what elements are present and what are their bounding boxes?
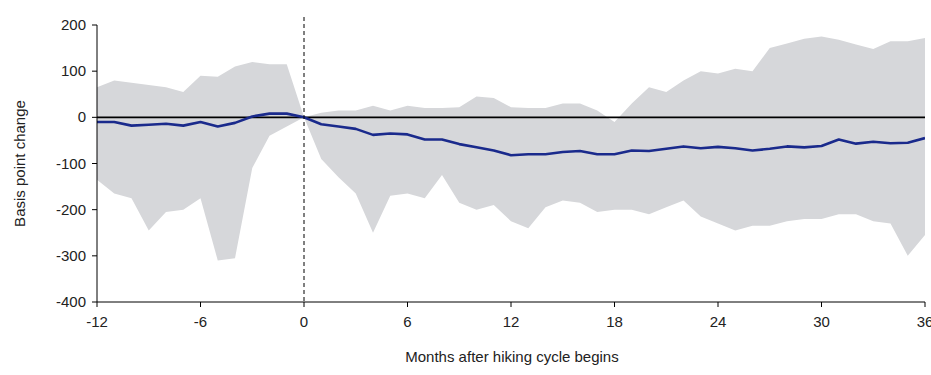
x-tick <box>200 302 201 307</box>
x-tick-label: 24 <box>710 313 727 330</box>
y-tick-label: -400 <box>56 293 86 310</box>
zero-line <box>97 117 925 119</box>
x-tick-label: 0 <box>300 313 308 330</box>
x-tick-label: 36 <box>917 313 931 330</box>
x-tick <box>925 302 926 307</box>
y-axis-label: Basis point change <box>11 100 28 227</box>
x-tick-label: -12 <box>86 313 108 330</box>
x-tick-label: 30 <box>813 313 830 330</box>
plot-area <box>97 37 925 261</box>
cycle-start-line <box>304 17 305 302</box>
x-tick-label: 6 <box>403 313 411 330</box>
x-tick <box>407 302 408 307</box>
y-tick-label: -100 <box>56 155 86 172</box>
y-tick <box>92 71 97 72</box>
x-tick-label: -6 <box>194 313 207 330</box>
y-tick-label: -300 <box>56 247 86 264</box>
y-tick <box>92 302 97 303</box>
x-tick <box>304 302 305 307</box>
chart: -400 -300 -200 -100 0 100 200 -12 -6 0 6 12 18 24 30 36… <box>0 0 931 375</box>
y-tick <box>92 163 97 164</box>
x-tick <box>97 302 98 307</box>
median-line <box>97 114 925 156</box>
y-tick <box>92 255 97 256</box>
y-tick-label: 0 <box>78 108 86 125</box>
y-tick <box>92 25 97 26</box>
y-tick <box>92 117 97 118</box>
y-tick <box>92 209 97 210</box>
x-tick <box>614 302 615 307</box>
x-tick-label: 18 <box>606 313 623 330</box>
x-axis-label: Months after hiking cycle begins <box>405 348 618 365</box>
y-tick-label: 100 <box>61 62 86 79</box>
x-tick <box>511 302 512 307</box>
x-tick <box>821 302 822 307</box>
y-tick-label: 200 <box>61 16 86 33</box>
x-tick <box>718 302 719 307</box>
x-tick-label: 12 <box>503 313 520 330</box>
y-tick-label: -200 <box>56 201 86 218</box>
range-band <box>97 37 925 261</box>
